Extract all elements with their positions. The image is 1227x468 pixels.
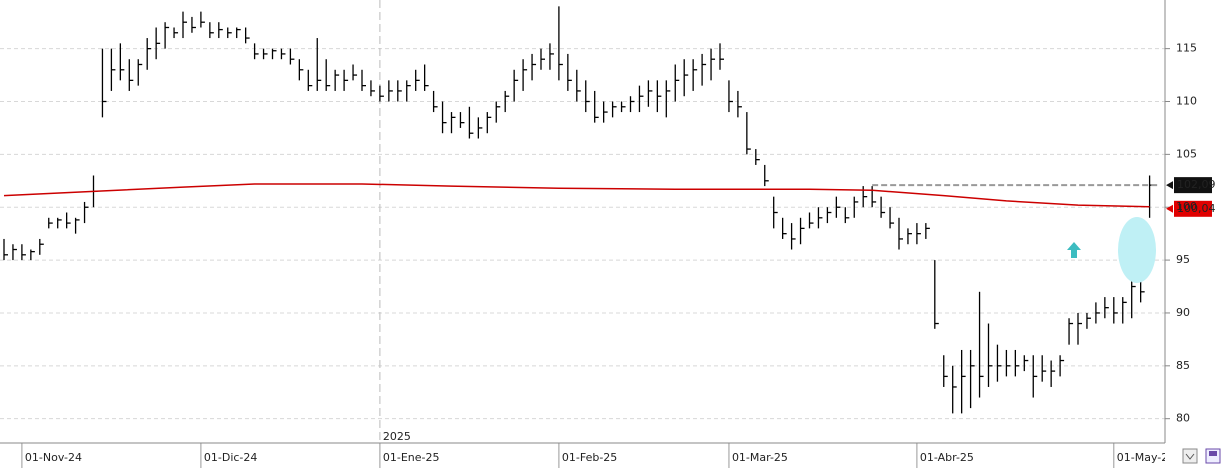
- ma-tag: [1174, 200, 1212, 217]
- y-tick-label: 80: [1176, 412, 1190, 425]
- scroll-button[interactable]: [1182, 448, 1198, 464]
- x-tick-label: 01-Abr-25: [920, 451, 974, 464]
- overlay: 102,09 100,04: [872, 177, 1216, 217]
- ma-pointer: [1166, 204, 1173, 213]
- plot: 01-Nov-24 01-Dic-24 01-Ene-25 01-Feb-25 01-M…: [3, 6, 1175, 464]
- y-tick-label: 120: [1176, 0, 1197, 2]
- x-tick-label: 01-Feb-25: [562, 451, 617, 464]
- last-close-pointer: [1166, 181, 1173, 190]
- x-tick-label: 01-Mar-25: [732, 451, 788, 464]
- year-label: 2025: [383, 430, 411, 443]
- y-tick-label: 115: [1176, 42, 1197, 55]
- moving-average: [3, 183, 1150, 208]
- up-arrow: [1067, 242, 1081, 258]
- y-tick-label: 110: [1176, 94, 1197, 107]
- x-tick-label: 01-Nov-24: [25, 451, 82, 464]
- x-tick-label: 01-Dic-24: [204, 451, 258, 464]
- grid: [0, 0, 1170, 468]
- ma-label: 100,04: [1177, 202, 1216, 215]
- y-tick-label: 100: [1176, 200, 1197, 213]
- x-tick-label: 01-Ene-25: [383, 451, 440, 464]
- y-tick-label: 95: [1176, 253, 1190, 266]
- y-tick-label: 90: [1176, 306, 1190, 319]
- scroll-icon: [1185, 453, 1195, 460]
- y-tick-label: 105: [1176, 147, 1197, 160]
- save-icon: [1209, 451, 1217, 456]
- last-close-label: 102,09: [1177, 178, 1216, 191]
- x-tick-label: 01-May-25: [1117, 451, 1175, 464]
- highlight-ellipse: [1118, 217, 1156, 283]
- y-tick-label: 85: [1176, 359, 1190, 372]
- last-close-tag: [1174, 177, 1212, 194]
